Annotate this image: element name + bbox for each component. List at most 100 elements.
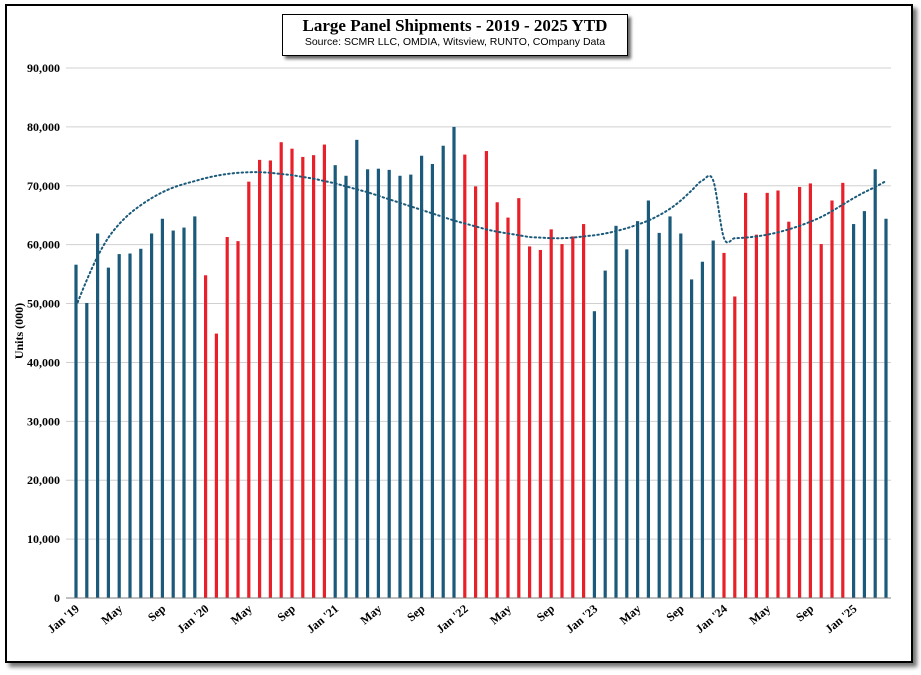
bar bbox=[808, 183, 812, 598]
bar bbox=[506, 217, 510, 599]
bar bbox=[528, 246, 532, 598]
bar bbox=[420, 155, 424, 598]
x-tick-label: Sep bbox=[793, 601, 817, 624]
bar bbox=[312, 155, 316, 598]
title-box: Large Panel Shipments - 2019 - 2025 YTD … bbox=[282, 14, 628, 56]
bar bbox=[484, 151, 488, 599]
x-tick-label: Jan '24 bbox=[693, 602, 730, 637]
bar bbox=[819, 244, 823, 599]
bar bbox=[754, 234, 758, 598]
bar bbox=[344, 175, 348, 598]
bar bbox=[387, 169, 391, 598]
bar bbox=[463, 154, 467, 599]
trendline bbox=[75, 171, 887, 308]
bar bbox=[722, 252, 726, 598]
axes: 0 10,000 20,000 30,000 40,000 50,000 60,000 70,… bbox=[27, 61, 891, 636]
bar bbox=[290, 148, 294, 598]
bar bbox=[171, 230, 175, 599]
x-tick-label: May bbox=[746, 602, 773, 628]
y-tick-label: 20,000 bbox=[27, 473, 60, 487]
bar bbox=[517, 198, 521, 598]
bar bbox=[409, 174, 413, 599]
y-tick-label: 40,000 bbox=[27, 355, 60, 369]
bar bbox=[301, 156, 305, 598]
chart-subtitle: Source: SCMR LLC, OMDIA, Witsview, RUNTO… bbox=[304, 36, 606, 48]
x-tick-label: Jan '20 bbox=[174, 602, 211, 637]
bar bbox=[614, 225, 618, 599]
y-axis-label: Units (000) bbox=[12, 303, 26, 359]
bar bbox=[376, 168, 380, 598]
bar bbox=[571, 236, 575, 598]
bar bbox=[268, 160, 272, 598]
x-tick-label: May bbox=[617, 602, 644, 628]
bar bbox=[85, 302, 89, 598]
bar bbox=[765, 192, 769, 598]
y-tick-label: 80,000 bbox=[27, 120, 60, 134]
bar bbox=[106, 267, 110, 598]
bar bbox=[279, 142, 283, 598]
x-tick-label: Sep bbox=[534, 601, 558, 624]
bar bbox=[139, 248, 143, 599]
bar bbox=[636, 221, 640, 598]
bar bbox=[495, 202, 499, 598]
x-tick-label: May bbox=[487, 602, 514, 628]
bar bbox=[247, 181, 251, 598]
bar bbox=[646, 200, 650, 598]
chart-title: Large Panel Shipments - 2019 - 2025 YTD bbox=[302, 16, 608, 35]
x-tick-label: Sep bbox=[663, 601, 687, 624]
y-tick-label: 0 bbox=[54, 591, 60, 605]
bar bbox=[733, 296, 737, 598]
bar bbox=[560, 244, 564, 599]
x-tick-label: Jan '22 bbox=[433, 602, 470, 637]
x-tick-label: Jan '23 bbox=[563, 602, 600, 637]
bar bbox=[668, 216, 672, 598]
bar bbox=[798, 186, 802, 598]
x-tick-label: Sep bbox=[404, 601, 428, 624]
bar bbox=[160, 218, 164, 598]
x-tick-label: May bbox=[98, 602, 125, 628]
x-tick-label: May bbox=[357, 602, 384, 628]
bar bbox=[258, 159, 262, 598]
y-tick-label: 10,000 bbox=[27, 532, 60, 546]
bar bbox=[398, 175, 402, 598]
bar bbox=[366, 169, 370, 599]
bar bbox=[776, 190, 780, 598]
y-tick-label: 70,000 bbox=[27, 179, 60, 193]
bar bbox=[193, 216, 197, 598]
bar bbox=[862, 211, 866, 598]
x-tick-label: Jan '21 bbox=[304, 602, 341, 637]
bar bbox=[549, 229, 553, 598]
bar bbox=[679, 233, 683, 598]
bar bbox=[582, 224, 586, 599]
bar bbox=[884, 218, 888, 598]
x-tick-label: May bbox=[228, 602, 255, 628]
bar bbox=[841, 182, 845, 599]
bar bbox=[690, 279, 694, 598]
bar bbox=[657, 232, 661, 598]
bar bbox=[355, 139, 359, 598]
x-tick-label: Jan '19 bbox=[45, 602, 82, 637]
bar bbox=[128, 253, 132, 598]
bar bbox=[452, 126, 456, 598]
bar bbox=[204, 275, 208, 598]
bar bbox=[711, 240, 715, 599]
bar bbox=[96, 233, 100, 598]
x-tick-label: Sep bbox=[275, 601, 299, 624]
chart-frame bbox=[5, 4, 913, 663]
y-tick-label: 30,000 bbox=[27, 414, 60, 428]
bar bbox=[852, 224, 856, 599]
gridlines bbox=[66, 67, 891, 540]
bar bbox=[873, 169, 877, 599]
x-tick-label: Jan '25 bbox=[822, 602, 859, 637]
y-tick-label: 50,000 bbox=[27, 297, 60, 311]
bar bbox=[830, 200, 834, 598]
bar bbox=[150, 233, 154, 598]
bar bbox=[236, 241, 240, 598]
bar bbox=[225, 237, 229, 598]
bar bbox=[74, 264, 78, 598]
x-tick-label: Sep bbox=[145, 601, 169, 624]
bar bbox=[322, 144, 326, 599]
bar bbox=[787, 221, 791, 598]
bar bbox=[182, 227, 186, 599]
